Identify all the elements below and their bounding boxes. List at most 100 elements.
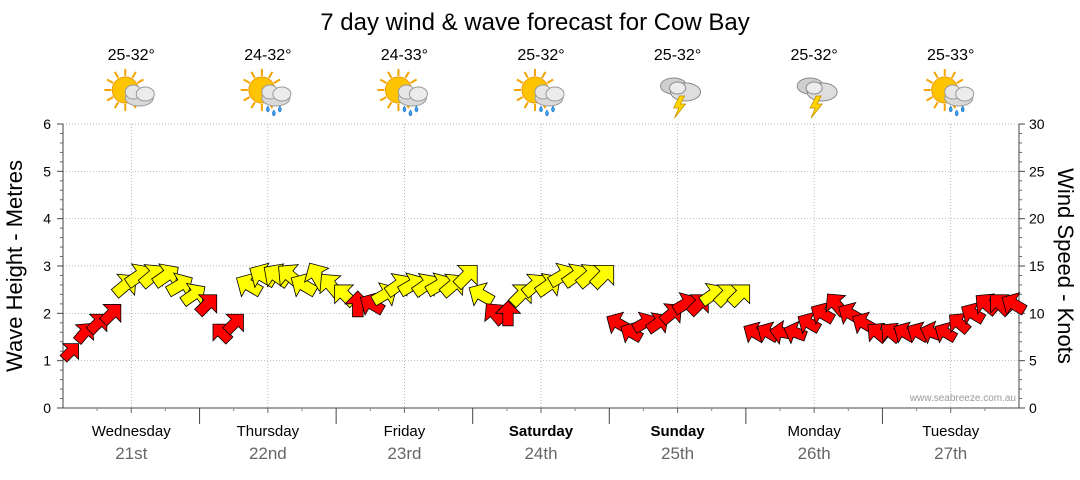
axes: 0 1 2 3 4 5 6 0 5 10 15 20 25 30 Wednesday 21st Thursday… xyxy=(43,116,1045,463)
wind-arrow xyxy=(783,320,808,345)
wind-arrows xyxy=(59,262,1028,363)
raindrop-icon xyxy=(960,105,965,113)
tick-label-right: 20 xyxy=(1029,211,1045,227)
raindrop-icon xyxy=(266,105,270,113)
cloud-lightning-icon xyxy=(796,77,838,119)
tick-label-right: 30 xyxy=(1029,116,1045,132)
weather-strip: 25-32° 24-32° 24-33° 25-32° 25-32° 25-32° 25-3… xyxy=(104,47,975,119)
sun-cloud-icon xyxy=(104,69,155,111)
raindrop-icon xyxy=(414,105,419,113)
raindrop-icon xyxy=(408,109,413,117)
wind-arrow xyxy=(98,304,122,327)
tick-label-left: 3 xyxy=(43,258,51,274)
wind-arrow xyxy=(1001,292,1028,316)
tick-label-right: 15 xyxy=(1029,258,1045,274)
cloud-puff xyxy=(135,86,155,102)
lightning-icon xyxy=(809,95,823,119)
cloud-puff xyxy=(955,86,975,102)
wind-arrow xyxy=(726,284,751,309)
day-date: 25th xyxy=(661,444,694,463)
sun-ray xyxy=(387,71,393,79)
wind-arrow xyxy=(194,294,218,318)
cloud-puff xyxy=(545,86,565,102)
sun-ray xyxy=(250,101,256,109)
sun-ray xyxy=(410,78,418,84)
sun-ray xyxy=(926,96,934,102)
tick-label-right: 25 xyxy=(1029,163,1045,179)
cloud-lightning-icon xyxy=(660,77,702,119)
cloud-puff xyxy=(805,81,823,95)
day-date: 24th xyxy=(524,444,557,463)
sun-cloud-rain-icon xyxy=(377,69,428,117)
y-axis-right-label: Wind Speed - Knots xyxy=(1053,168,1078,364)
sun-ray xyxy=(273,78,281,84)
wind-arrow xyxy=(588,264,615,291)
tick-label-left: 0 xyxy=(43,400,51,416)
temp-range: 25-33° xyxy=(927,47,974,64)
raindrop-icon xyxy=(272,109,276,117)
temp-range: 25-32° xyxy=(790,47,837,64)
cloud-puff xyxy=(272,86,292,102)
sun-ray xyxy=(956,78,964,84)
tick-label-left: 1 xyxy=(43,353,51,369)
day-name-monday: Monday xyxy=(787,423,841,440)
day-name-wednesday: Wednesday xyxy=(92,423,171,440)
sun-ray xyxy=(131,71,137,79)
sun-ray xyxy=(243,78,251,84)
temp-range: 25-32° xyxy=(108,47,155,64)
tick-label-left: 6 xyxy=(43,116,51,132)
tick-label-left: 5 xyxy=(43,163,51,179)
sun-cloud-rain-icon xyxy=(240,69,292,117)
sun-cloud-rain-icon xyxy=(514,69,565,117)
wind-arrow xyxy=(59,343,79,363)
grid xyxy=(63,123,1019,408)
y-axis-left-label: Wave Height - Metres xyxy=(2,160,27,372)
cloud-puff xyxy=(669,81,687,95)
sun-ray xyxy=(516,78,524,84)
wind-arrow xyxy=(468,282,496,307)
sun-ray xyxy=(387,101,393,109)
raindrop-icon xyxy=(539,105,543,113)
tick-label-left: 2 xyxy=(43,305,51,321)
sun-ray xyxy=(113,71,120,79)
tick-label-left: 4 xyxy=(43,211,51,227)
sun-ray xyxy=(106,78,114,84)
day-date: 22nd xyxy=(249,444,287,463)
sun-ray xyxy=(926,78,934,84)
day-name-tuesday: Tuesday xyxy=(922,423,979,440)
raindrop-icon xyxy=(954,109,959,117)
day-date: 26th xyxy=(798,444,831,463)
wind-arrow xyxy=(494,300,522,327)
sun-ray xyxy=(523,101,529,109)
raindrop-icon xyxy=(402,105,407,113)
raindrop-icon xyxy=(545,109,549,117)
sun-ray xyxy=(546,78,554,84)
temp-range: 24-33° xyxy=(381,47,428,64)
sun-ray xyxy=(379,96,387,102)
raindrop-icon xyxy=(551,105,555,113)
day-date: 23rd xyxy=(387,444,421,463)
temp-range: 24-32° xyxy=(244,47,291,64)
sun-ray xyxy=(516,96,524,102)
cloud-puff xyxy=(408,86,428,102)
day-name-saturday: Saturday xyxy=(509,423,574,440)
day-name-friday: Friday xyxy=(384,423,426,440)
day-date: 27th xyxy=(934,444,967,463)
tick-label-right: 0 xyxy=(1029,400,1037,416)
sun-ray xyxy=(136,78,144,84)
sun-ray xyxy=(541,71,547,79)
raindrop-icon xyxy=(278,105,282,113)
sun-ray xyxy=(106,96,114,102)
wind-arrow xyxy=(263,263,292,289)
temp-range: 25-32° xyxy=(654,47,701,64)
day-name-sunday: Sunday xyxy=(650,423,705,440)
sun-ray xyxy=(243,96,251,102)
sun-cloud-rain-icon xyxy=(923,69,975,117)
wind-arrow xyxy=(452,264,478,291)
temp-range: 25-32° xyxy=(517,47,564,64)
tick-label-right: 5 xyxy=(1029,353,1037,369)
day-date: 21st xyxy=(115,444,147,463)
sun-ray xyxy=(523,71,529,79)
